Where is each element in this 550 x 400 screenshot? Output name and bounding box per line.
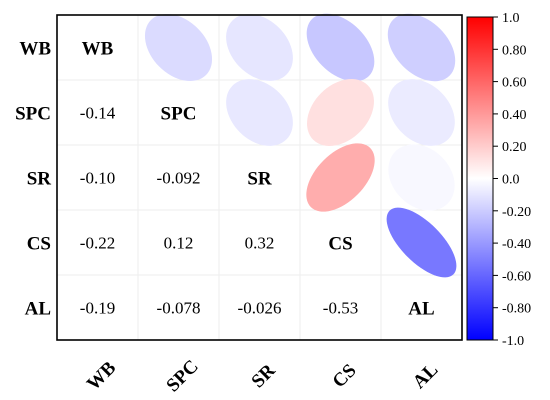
diagonal-label-wb: WB bbox=[82, 39, 114, 60]
colorbar-tick-label: 1.0 bbox=[502, 11, 520, 26]
row-label-cs: CS bbox=[27, 234, 51, 255]
colorbar-tick-label: 0.0 bbox=[502, 173, 520, 188]
ellipse-cs-al bbox=[386, 207, 457, 278]
coef-label-al-sr: -0.026 bbox=[238, 299, 282, 318]
ellipse-spc-sr bbox=[226, 79, 293, 146]
cell-layer: WB -0.14 SPC -0.10 -0.092 SR -0.22 0.12 0.32 CS -0… bbox=[80, 13, 457, 320]
ellipse-wb-al bbox=[387, 13, 456, 82]
diagonal-label-sr: SR bbox=[247, 169, 272, 190]
coef-label-al-spc: -0.078 bbox=[157, 299, 201, 318]
col-label-cs: CS bbox=[329, 360, 361, 392]
plot-frame bbox=[56, 14, 463, 341]
colorbar-tick-label: -0.80 bbox=[502, 302, 531, 317]
colorbar-tick-label: -0.60 bbox=[502, 269, 531, 284]
colorbar-tick-label: 0.80 bbox=[502, 43, 527, 58]
ellipse-spc-al bbox=[388, 79, 455, 146]
coef-label-sr-wb: -0.10 bbox=[80, 169, 115, 188]
ellipse-sr-cs bbox=[306, 143, 375, 212]
col-label-sr: SR bbox=[248, 360, 280, 392]
coef-label-al-cs: -0.53 bbox=[323, 299, 358, 318]
coef-label-cs-wb: -0.22 bbox=[80, 234, 115, 253]
diagonal-label-spc: SPC bbox=[161, 104, 197, 125]
col-label-al: AL bbox=[409, 359, 443, 393]
col-label-wb: WB bbox=[83, 357, 120, 394]
coef-label-sr-spc: -0.092 bbox=[157, 169, 201, 188]
coef-label-spc-wb: -0.14 bbox=[80, 104, 116, 123]
coef-label-cs-spc: 0.12 bbox=[164, 234, 194, 253]
colorbar-gradient bbox=[466, 16, 494, 341]
colorbar-tick-label: -0.20 bbox=[502, 205, 531, 220]
colorbar-tick-label: 0.20 bbox=[502, 140, 527, 155]
col-label-spc: SPC bbox=[162, 356, 202, 396]
diagonal-label-al: AL bbox=[408, 299, 434, 320]
colorbar: 1.0 0.80 0.60 0.40 0.20 0.0 -0.20 -0.40 -0.60 -0.… bbox=[466, 11, 531, 349]
ellipse-wb-spc bbox=[144, 13, 213, 82]
coef-label-al-wb: -0.19 bbox=[80, 299, 115, 318]
colorbar-tick-label: 0.40 bbox=[502, 108, 527, 123]
ellipse-wb-cs bbox=[306, 13, 375, 82]
colorbar-ticks: 1.0 0.80 0.60 0.40 0.20 0.0 -0.20 -0.40 -0.60 -0.… bbox=[493, 11, 531, 349]
row-label-wb: WB bbox=[19, 39, 51, 60]
colorbar-tick-label: 0.60 bbox=[502, 76, 527, 91]
ellipse-wb-sr bbox=[226, 14, 293, 81]
diagonal-label-cs: CS bbox=[328, 234, 352, 255]
row-label-spc: SPC bbox=[15, 104, 51, 125]
colorbar-tick-label: -0.40 bbox=[502, 237, 531, 252]
row-label-sr: SR bbox=[27, 169, 52, 190]
row-label-al: AL bbox=[25, 299, 51, 320]
coef-label-cs-sr: 0.32 bbox=[245, 234, 275, 253]
ellipse-sr-al bbox=[388, 144, 455, 211]
colorbar-tick-label: -1.0 bbox=[502, 334, 524, 349]
ellipse-spc-cs bbox=[307, 79, 374, 146]
grid-lines bbox=[57, 15, 462, 340]
